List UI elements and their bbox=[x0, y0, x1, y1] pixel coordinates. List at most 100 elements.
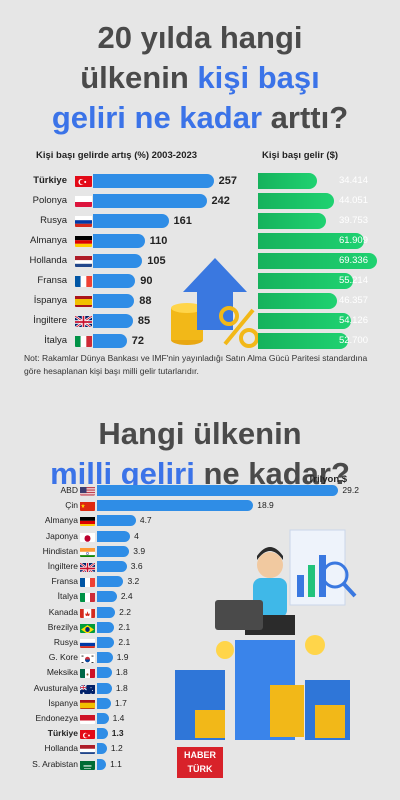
country-label: Çin bbox=[65, 500, 78, 511]
country-label: İngiltere bbox=[33, 315, 67, 326]
income-value: 3.2 bbox=[127, 576, 140, 587]
flag-icon bbox=[75, 275, 92, 287]
income-bar bbox=[97, 667, 112, 679]
income-bar bbox=[97, 485, 339, 496]
income-bar-slot: 44.051 bbox=[258, 193, 378, 209]
flag-icon bbox=[80, 485, 95, 496]
analyst-illustration bbox=[175, 529, 357, 740]
flag-icon bbox=[80, 591, 95, 603]
income-bar-slot: 55.214 bbox=[258, 273, 378, 289]
income-value: 34.414 bbox=[338, 175, 368, 186]
income-bar bbox=[97, 530, 131, 542]
growth-bar bbox=[93, 294, 135, 308]
chart-row: ABD 29.2 bbox=[0, 483, 400, 498]
income-bar-slot: 52.700 bbox=[258, 333, 378, 349]
country-label: Polonya bbox=[32, 195, 67, 206]
income-value: 46.357 bbox=[338, 295, 368, 306]
country-label: Almanya bbox=[44, 515, 78, 526]
income-value: 29.2 bbox=[342, 485, 359, 495]
flag-icon bbox=[80, 546, 95, 557]
income-bar bbox=[97, 576, 124, 588]
country-label: Fransa bbox=[51, 576, 78, 587]
chart-row: İngiltere 85 54.126 bbox=[0, 312, 400, 330]
flag-icon bbox=[80, 667, 95, 679]
flag-icon bbox=[80, 743, 95, 755]
income-value: 44.051 bbox=[338, 195, 368, 206]
growth-value: 88 bbox=[139, 295, 152, 307]
income-value: 1.8 bbox=[115, 667, 128, 678]
income-value: 2.1 bbox=[118, 621, 131, 632]
income-bar bbox=[97, 652, 113, 664]
flag-icon bbox=[80, 515, 95, 527]
title-line-3b: arttı? bbox=[262, 100, 349, 135]
country-label: İspanya bbox=[33, 295, 67, 306]
flag-icon bbox=[80, 637, 95, 648]
country-label: Brezilya bbox=[47, 621, 78, 632]
income-bar bbox=[97, 545, 130, 557]
growth-value: 110 bbox=[149, 235, 168, 247]
country-label: Almanya bbox=[30, 235, 67, 246]
chart-row: İtalya 2.4 bbox=[0, 589, 400, 604]
income-value: 52.700 bbox=[338, 335, 368, 346]
chart-row: Fransa 90 55.214 bbox=[0, 272, 400, 290]
income-bar bbox=[258, 273, 353, 289]
country-label: Meksika bbox=[46, 667, 78, 678]
title-line-2: ülkenin kişi başı bbox=[0, 58, 400, 98]
income-value: 39.753 bbox=[338, 215, 368, 226]
income-bar bbox=[97, 606, 116, 618]
income-value: 1.1 bbox=[110, 758, 122, 769]
income-value: 4.7 bbox=[139, 515, 152, 526]
chart-row: Çin 18.9 bbox=[0, 498, 400, 513]
chart-row: Türkiye 1.3 bbox=[0, 726, 400, 741]
flag-icon bbox=[75, 235, 92, 247]
footnote: Not: Rakamlar Dünya Bankası ve IMF'nin y… bbox=[24, 353, 368, 376]
chart-row: Meksika 1.8 bbox=[0, 665, 400, 680]
country-label: Japonya bbox=[45, 530, 78, 541]
country-label: Rusya bbox=[40, 215, 67, 226]
income-bar bbox=[97, 637, 115, 648]
chart-board-icon bbox=[289, 529, 357, 606]
title-line-3a: geliri ne kadar bbox=[51, 100, 263, 135]
country-label: İngiltere bbox=[47, 561, 78, 571]
income-value: 4 bbox=[134, 530, 139, 541]
country-label: Avusturalya bbox=[33, 682, 78, 693]
flag-icon bbox=[80, 759, 95, 770]
income-bar bbox=[97, 728, 108, 740]
country-label: Hollanda bbox=[29, 255, 68, 266]
income-value: 1.4 bbox=[112, 713, 125, 723]
chart-row: Almanya 110 61.909 bbox=[0, 232, 400, 250]
income-bar bbox=[97, 743, 107, 755]
income-bar-slot: 61.909 bbox=[258, 233, 378, 249]
growth-bar bbox=[93, 274, 136, 288]
chart-row: Endonezya 1.4 bbox=[0, 711, 400, 726]
flag-icon bbox=[80, 531, 95, 542]
income-value: 1.7 bbox=[115, 697, 127, 708]
flag-icon bbox=[80, 698, 95, 709]
percent-icon bbox=[219, 306, 259, 348]
income-value: 61.909 bbox=[338, 235, 368, 246]
income-value: 1.3 bbox=[111, 728, 124, 739]
country-label: Rusya bbox=[53, 637, 78, 647]
chart-row: Hollanda 105 69.336 bbox=[0, 252, 400, 270]
income-bar bbox=[97, 561, 127, 572]
unit-label: Trilyon $ bbox=[308, 474, 348, 485]
chart-row: Rusya 161 39.753 bbox=[0, 212, 400, 230]
flag-icon bbox=[75, 335, 92, 347]
income-bar bbox=[258, 253, 377, 269]
income-value: 1.9 bbox=[116, 652, 129, 663]
chart-row: Fransa 3.2 bbox=[0, 574, 400, 589]
growth-value: 161 bbox=[173, 215, 192, 227]
income-bar bbox=[258, 213, 327, 229]
person-icon bbox=[215, 547, 295, 635]
income-value: 69.336 bbox=[338, 255, 368, 266]
chart-row: Rusya 2.1 bbox=[0, 635, 400, 650]
income-value: 54.126 bbox=[338, 315, 368, 326]
country-label: Kanada bbox=[48, 606, 78, 617]
income-bar bbox=[97, 682, 112, 694]
income-bar bbox=[97, 500, 254, 512]
country-label: G. Kore bbox=[48, 652, 78, 663]
growth-bar bbox=[93, 194, 207, 208]
title-line-3: geliri ne kadar arttı? bbox=[0, 98, 400, 138]
chart-row: G. Kore 1.9 bbox=[0, 650, 400, 665]
